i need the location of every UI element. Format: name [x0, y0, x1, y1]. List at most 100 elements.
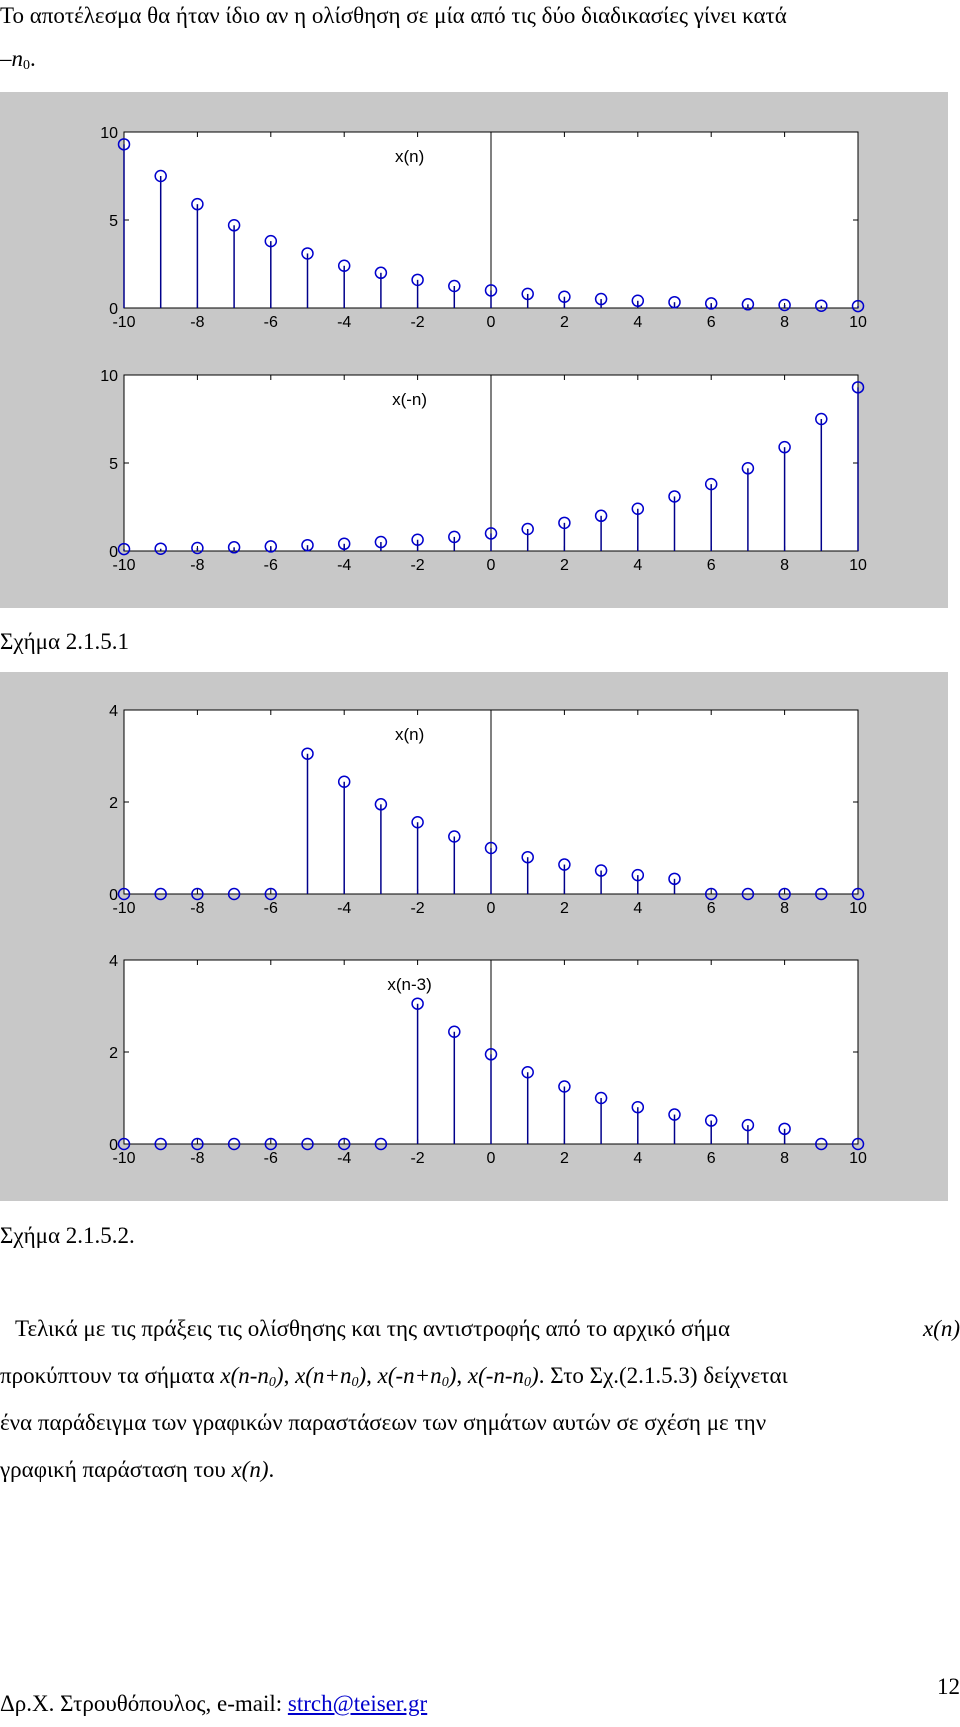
stem-marker — [668, 872, 681, 886]
x-tick-label: 2 — [560, 900, 569, 917]
x-tick-label: 6 — [707, 1150, 716, 1167]
footer-author: Δρ.Χ. Στρουθόπουλος, e-mail: — [0, 1691, 283, 1716]
plot-title: x(n-3) — [387, 975, 431, 994]
stem-marker — [154, 887, 167, 901]
x-tick-label: 8 — [780, 557, 789, 574]
stem-marker — [227, 541, 241, 554]
stem-marker — [815, 1137, 828, 1151]
x-tick-label: -10 — [112, 1150, 135, 1167]
stem-marker — [411, 533, 424, 546]
stem-marker — [191, 541, 204, 555]
x-tick-label: -2 — [410, 900, 424, 917]
stem-marker — [778, 298, 791, 312]
x-tick-label: -8 — [190, 1150, 204, 1167]
stem-marker — [448, 830, 461, 843]
x-tick-label: 4 — [633, 900, 642, 917]
stem-marker — [191, 887, 204, 901]
paragraph-line-3: ένα παράδειγμα των γραφικών παραστάσεων … — [0, 1411, 960, 1434]
y-tick-label: 10 — [100, 125, 118, 142]
stem-marker — [191, 197, 204, 211]
email-link[interactable]: strch@teiser.gr — [287, 1691, 428, 1716]
stem-marker — [558, 516, 571, 530]
x-tick-label: 0 — [487, 314, 496, 331]
paragraph-text-3: ένα παράδειγμα των γραφικών παραστάσεων … — [0, 1410, 767, 1435]
x-tick-label: 8 — [780, 314, 789, 331]
stem-marker — [301, 1137, 314, 1151]
paragraph-text-2: προκύπτουν τα σήματα — [0, 1363, 215, 1388]
stem-marker — [558, 290, 571, 303]
stem-marker — [594, 864, 608, 877]
stem-marker — [154, 1137, 167, 1151]
stem-marker — [704, 297, 718, 310]
figure-1: -10 -8 -6 -4 -2 0 2 4 6 8 10 0 5 10 x(n) -10 -8 -6 -4 -2 0 2 4… — [0, 92, 948, 608]
stem-marker — [851, 887, 865, 901]
paragraph-text-4: γραφική παράσταση του — [0, 1457, 226, 1482]
x-tick-label: 8 — [780, 900, 789, 917]
stem-marker — [521, 1065, 534, 1079]
stem-marker — [631, 1100, 645, 1114]
x-tick-label: 6 — [707, 900, 716, 917]
stem-marker — [411, 997, 424, 1010]
stem-marker — [594, 1091, 608, 1105]
stem-marker — [191, 1137, 204, 1151]
paragraph-line-1: Τελικά με τις πράξεις τις ολίσθησης και … — [0, 1317, 960, 1340]
x-tick-label: 0 — [487, 1150, 496, 1167]
stem-plot-3: -10 -8 -6 -4 -2 0 2 4 6 8 10 0 2 4 x(n) — [109, 703, 867, 917]
signal-x-n-2: x(n) — [231, 1457, 269, 1482]
stem-marker — [851, 381, 865, 394]
stem-marker — [227, 219, 241, 232]
x-tick-label: 0 — [487, 557, 496, 574]
x-tick-label: 2 — [560, 314, 569, 331]
stem-marker — [154, 542, 167, 555]
stem-marker — [778, 1122, 791, 1136]
plot-title: x(-n) — [392, 390, 427, 409]
stem-marker — [815, 299, 828, 312]
stem-marker — [264, 540, 278, 553]
stem-marker — [741, 462, 755, 475]
y-tick-label: 10 — [100, 368, 118, 385]
signal-3: x(-n+n0) — [377, 1363, 457, 1390]
stem-marker — [704, 887, 718, 901]
stem-marker — [668, 1108, 681, 1121]
sep-3: , — [456, 1363, 463, 1388]
stem-marker — [631, 294, 645, 308]
figure-2-caption: Σχήμα 2.1.5.2. — [0, 1223, 135, 1248]
y-tick-label: 5 — [109, 213, 118, 230]
x-tick-label: -6 — [264, 1150, 278, 1167]
stem-marker — [374, 1137, 388, 1151]
stem-marker — [154, 169, 167, 183]
x-tick-label: -6 — [264, 900, 278, 917]
stem-marker — [264, 1137, 278, 1151]
stem-marker — [227, 1137, 241, 1151]
stem-marker — [521, 522, 534, 536]
x-tick-label: -8 — [190, 900, 204, 917]
stem-marker — [778, 887, 791, 901]
y-tick-label: 2 — [109, 795, 118, 812]
signal-1: x(n-n0) — [220, 1363, 284, 1390]
subscript: 0 — [23, 58, 30, 73]
y-tick-label: 4 — [109, 703, 118, 720]
x-tick-label: 10 — [849, 1150, 867, 1167]
stem-marker — [851, 299, 865, 313]
stem-marker — [337, 537, 351, 551]
paragraph-text-1: Τελικά με τις πράξεις τις ολίσθησης και … — [15, 1316, 730, 1341]
stem-marker — [448, 530, 461, 544]
stem-marker — [778, 440, 791, 454]
stem-marker — [117, 887, 131, 901]
plot-title: x(n) — [395, 725, 424, 744]
n-variable: n — [11, 46, 24, 71]
stem-marker — [227, 887, 241, 901]
x-tick-label: 10 — [849, 900, 867, 917]
stem-marker — [668, 295, 681, 309]
x-tick-label: -4 — [337, 314, 351, 331]
x-tick-label: -2 — [410, 557, 424, 574]
stem-marker — [264, 234, 278, 248]
y-tick-label: 5 — [109, 456, 118, 473]
intro-line-1: Το αποτέλεσμα θα ήταν ίδιο αν η ολίσθηση… — [0, 3, 787, 28]
stem-marker — [448, 1025, 461, 1039]
x-tick-label: 2 — [560, 1150, 569, 1167]
x-tick-label: -4 — [337, 1150, 351, 1167]
stem-marker — [484, 1048, 498, 1061]
x-tick-label: 10 — [849, 557, 867, 574]
stem-marker — [484, 841, 498, 855]
